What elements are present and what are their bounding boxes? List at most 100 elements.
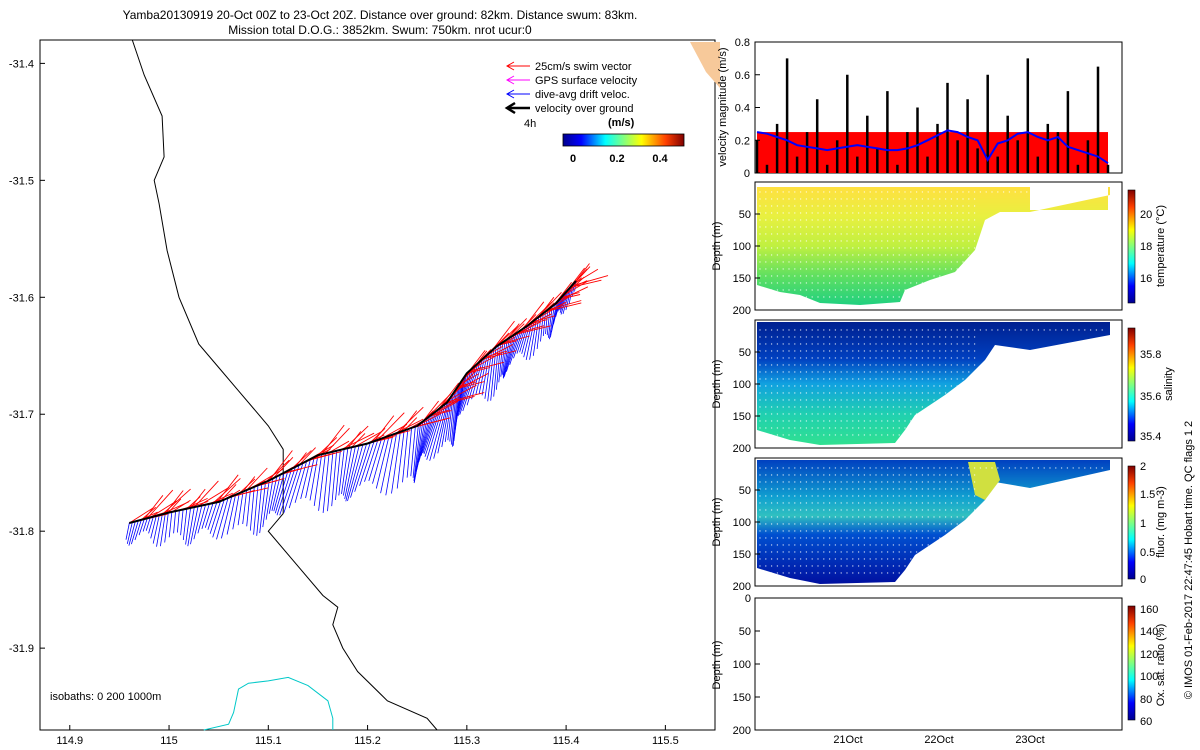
sample-dot [805, 226, 808, 228]
drift-vector [268, 476, 278, 514]
sample-dot [910, 205, 912, 207]
sample-dot [875, 558, 877, 560]
sample-dot [1049, 329, 1051, 331]
sample-dot [834, 385, 837, 387]
sample-dot [799, 336, 802, 338]
sample-dot [968, 399, 970, 401]
oxygen-ylabel: Depth (m) [711, 641, 723, 690]
sample-dot [823, 329, 825, 331]
sample-dot [828, 254, 831, 256]
sample-dot [828, 502, 831, 504]
sample-dot [776, 289, 779, 291]
sample-dot [898, 289, 900, 291]
sample-dot [759, 551, 761, 553]
sample-dot [805, 474, 808, 476]
sample-dot [939, 537, 941, 539]
sample-dot [1020, 467, 1022, 469]
sample-dot [759, 343, 761, 345]
sample-dot [776, 198, 779, 200]
sample-dot [927, 247, 929, 249]
sample-dot [875, 240, 877, 242]
sample-dot [904, 495, 906, 497]
sample-dot [886, 336, 889, 338]
sample-dot [776, 544, 779, 546]
sample-dot [898, 205, 900, 207]
sample-dot [950, 357, 953, 359]
sample-dot [869, 212, 871, 214]
sample-dot [869, 551, 871, 553]
sample-dot [776, 254, 779, 256]
sample-dot [915, 219, 918, 221]
sample-dot [776, 350, 779, 352]
sample-dot [910, 212, 912, 214]
sample-dot [846, 523, 848, 525]
depth-tick-label: 100 [733, 659, 751, 671]
sample-dot [759, 558, 761, 560]
sample-dot [973, 275, 976, 277]
sample-dot [840, 551, 842, 553]
sample-dot [828, 219, 831, 221]
sample-dot [863, 530, 866, 532]
sample-dot [863, 378, 866, 380]
sample-dot [962, 198, 964, 200]
sample-dot [910, 198, 912, 200]
sample-dot [869, 191, 871, 193]
sample-dot [805, 336, 808, 338]
drift-vector [125, 522, 130, 540]
sample-dot [875, 268, 877, 270]
sample-dot [933, 530, 935, 532]
sample-dot [857, 474, 860, 476]
sample-dot [933, 219, 935, 221]
sample-dot [794, 427, 796, 429]
sample-dot [794, 191, 796, 193]
sample-dot [944, 488, 947, 490]
sample-dot [968, 467, 970, 469]
sample-dot [915, 336, 918, 338]
sample-dot [956, 509, 958, 511]
sample-dot [823, 198, 825, 200]
sample-dot [863, 516, 866, 518]
sample-dot [834, 406, 837, 408]
sample-dot [805, 516, 808, 518]
sample-dot [782, 544, 784, 546]
sample-dot [915, 551, 918, 553]
sample-dot [915, 371, 918, 373]
sample-dot [863, 399, 866, 401]
sample-dot [799, 296, 802, 298]
sample-dot [776, 420, 779, 422]
sample-dot [927, 516, 929, 518]
sample-dot [939, 329, 941, 331]
sample-dot [927, 509, 929, 511]
sample-dot [782, 434, 784, 436]
sample-dot [869, 558, 871, 560]
sample-dot [898, 523, 900, 525]
drift-vector [259, 482, 266, 534]
sample-dot [799, 385, 802, 387]
sample-dot [962, 474, 964, 476]
sample-dot [863, 329, 866, 331]
drift-vector [182, 508, 188, 541]
sample-dot [898, 296, 900, 298]
sample-dot [956, 495, 958, 497]
sample-dot [962, 509, 964, 511]
sample-dot [799, 434, 802, 436]
sample-dot [863, 495, 866, 497]
sample-dot [956, 247, 958, 249]
sample-dot [852, 233, 854, 235]
sample-dot [915, 481, 918, 483]
sample-dot [840, 350, 842, 352]
sample-dot [852, 516, 854, 518]
sample-dot [846, 537, 848, 539]
sample-dot [765, 509, 767, 511]
sample-dot [857, 495, 860, 497]
sample-dot [869, 198, 871, 200]
sample-dot [840, 495, 842, 497]
sample-dot [776, 240, 779, 242]
sample-dot [921, 275, 924, 277]
sample-dot [846, 558, 848, 560]
sample-dot [915, 427, 918, 429]
sample-dot [927, 343, 929, 345]
sample-dot [799, 530, 802, 532]
sample-dot [956, 289, 958, 291]
sample-dot [817, 212, 819, 214]
